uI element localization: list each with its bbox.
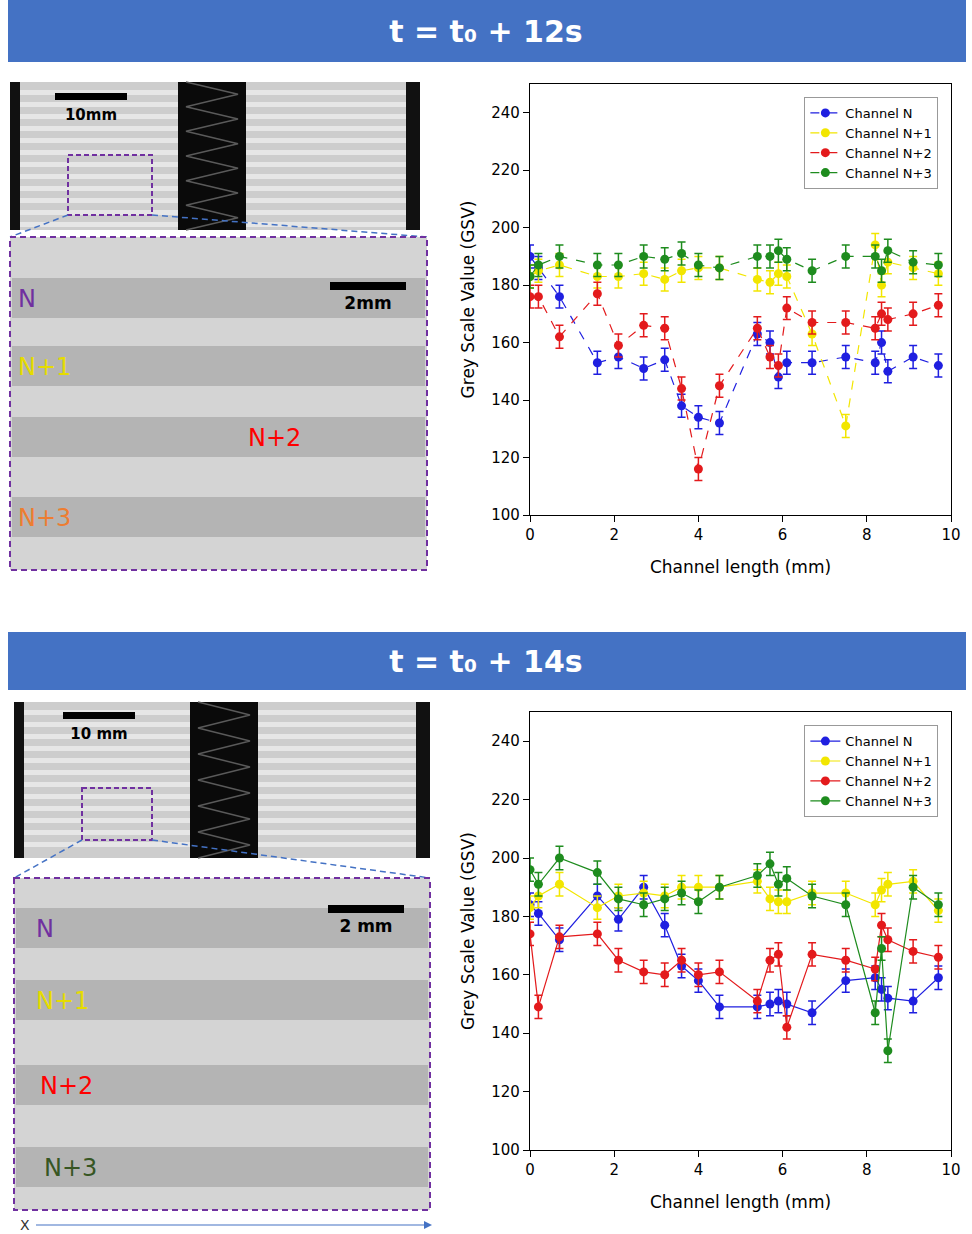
svg-text:4: 4: [694, 1161, 704, 1179]
svg-text:0: 0: [525, 526, 535, 544]
svg-text:8: 8: [862, 1161, 872, 1179]
svg-text:6: 6: [778, 526, 788, 544]
svg-text:N: N: [18, 285, 36, 313]
svg-text:N+2: N+2: [248, 424, 301, 452]
svg-text:200: 200: [491, 849, 520, 867]
svg-text:N+2: N+2: [40, 1072, 93, 1100]
svg-text:220: 220: [491, 791, 520, 809]
svg-text:Channel length (mm): Channel length (mm): [650, 1192, 831, 1212]
svg-text:10: 10: [941, 526, 960, 544]
svg-text:2mm: 2mm: [344, 293, 391, 313]
svg-text:2: 2: [609, 526, 619, 544]
svg-text:Channel N: Channel N: [845, 734, 912, 749]
svg-text:160: 160: [491, 334, 520, 352]
svg-text:N+3: N+3: [18, 504, 71, 532]
svg-text:Channel length (mm): Channel length (mm): [650, 557, 831, 577]
svg-text:Grey Scale Value (GSV): Grey Scale Value (GSV): [458, 832, 478, 1030]
svg-text:4: 4: [694, 526, 704, 544]
svg-text:140: 140: [491, 1024, 520, 1042]
svg-text:Channel N+3: Channel N+3: [845, 166, 931, 181]
svg-text:120: 120: [491, 449, 520, 467]
svg-text:2 mm: 2 mm: [339, 916, 392, 936]
svg-text:200: 200: [491, 219, 520, 237]
svg-text:N+1: N+1: [36, 987, 89, 1015]
svg-text:t = t₀ + 14s: t = t₀ + 14s: [389, 644, 582, 679]
svg-text:0: 0: [525, 1161, 535, 1179]
svg-text:N+1: N+1: [18, 353, 71, 381]
svg-text:100: 100: [491, 506, 520, 524]
svg-text:140: 140: [491, 391, 520, 409]
svg-text:220: 220: [491, 161, 520, 179]
svg-text:Channel N+2: Channel N+2: [845, 146, 931, 161]
svg-text:240: 240: [491, 732, 520, 750]
svg-text:8: 8: [862, 526, 872, 544]
svg-text:t = t₀ + 12s: t = t₀ + 12s: [389, 14, 582, 49]
svg-text:Channel N+3: Channel N+3: [845, 794, 931, 809]
svg-text:N: N: [36, 915, 54, 943]
svg-text:Channel N+2: Channel N+2: [845, 774, 931, 789]
svg-text:Channel N+1: Channel N+1: [845, 126, 931, 141]
svg-text:Channel N+1: Channel N+1: [845, 754, 931, 769]
svg-text:180: 180: [491, 276, 520, 294]
svg-text:6: 6: [778, 1161, 788, 1179]
svg-text:100: 100: [491, 1141, 520, 1159]
svg-text:180: 180: [491, 908, 520, 926]
svg-text:160: 160: [491, 966, 520, 984]
svg-text:Grey Scale Value (GSV): Grey Scale Value (GSV): [458, 201, 478, 399]
svg-text:10 mm: 10 mm: [70, 725, 127, 743]
svg-text:10: 10: [941, 1161, 960, 1179]
svg-text:240: 240: [491, 104, 520, 122]
svg-text:X: X: [20, 1217, 30, 1233]
svg-text:10mm: 10mm: [65, 106, 117, 124]
svg-text:2: 2: [609, 1161, 619, 1179]
svg-text:Channel N: Channel N: [845, 106, 912, 121]
svg-text:120: 120: [491, 1083, 520, 1101]
svg-text:N+3: N+3: [44, 1154, 97, 1182]
